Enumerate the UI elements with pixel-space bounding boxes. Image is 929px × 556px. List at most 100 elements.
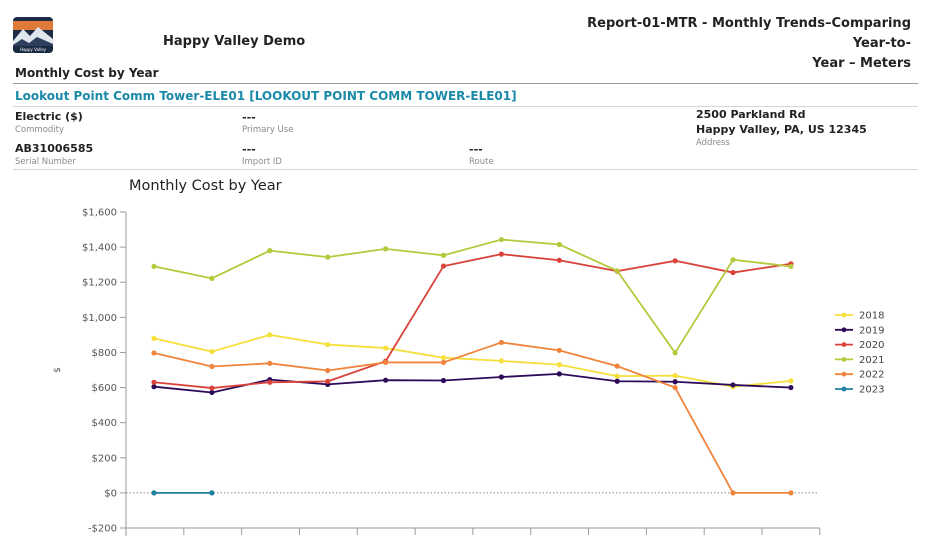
report-title: Report-01-MTR - Monthly Trends–Comparing…: [551, 14, 911, 74]
series-line-2018: [153, 333, 791, 388]
data-point-2020: [440, 263, 447, 269]
organization-name: Happy Valley Demo: [163, 34, 306, 49]
data-point-2021: [498, 236, 504, 243]
data-point-2021: [614, 268, 620, 274]
import-id-value: ---: [242, 143, 256, 156]
data-point-2021: [209, 275, 215, 281]
data-point-2021: [325, 254, 331, 260]
data-point-2023: [151, 490, 157, 496]
data-point-2018: [788, 378, 794, 384]
route-label: Route: [469, 157, 494, 167]
legend-marker-2019: [841, 327, 847, 333]
data-point-2018: [614, 373, 620, 379]
meter-divider: [13, 106, 918, 107]
data-point-2018: [498, 358, 504, 364]
data-point-2022: [498, 339, 504, 346]
y-tick-label: -$200: [88, 524, 117, 535]
data-point-2019: [730, 382, 736, 388]
legend-label-2023: 2023: [859, 385, 884, 396]
data-point-2022: [151, 350, 157, 356]
legend-label-2022: 2022: [859, 370, 884, 381]
data-point-2019: [672, 379, 678, 385]
data-point-2018: [209, 348, 215, 355]
data-point-2022: [440, 359, 447, 366]
data-point-2021: [267, 248, 273, 254]
y-tick-label: $200: [92, 453, 117, 464]
details-divider: [13, 169, 918, 170]
data-point-2019: [383, 377, 389, 383]
legend-marker-2022: [841, 371, 847, 377]
legend-label-2021: 2021: [859, 355, 884, 366]
data-point-2020: [498, 251, 504, 257]
chart-title: Monthly Cost by Year: [129, 178, 282, 194]
legend-marker-2020: [841, 342, 847, 347]
data-point-2021: [788, 263, 794, 270]
data-point-2018: [267, 332, 273, 338]
data-point-2020: [672, 258, 678, 264]
series-line-2020: [153, 253, 792, 389]
series-line-2021: [153, 238, 792, 354]
data-point-2019: [614, 378, 620, 384]
data-point-2019: [788, 384, 794, 391]
data-point-2023: [209, 490, 215, 496]
y-axis-label: $: [53, 367, 63, 373]
data-point-2020: [325, 378, 331, 385]
data-point-2020: [556, 257, 562, 263]
data-point-2021: [730, 257, 736, 263]
legend-label-2019: 2019: [859, 325, 884, 336]
data-point-2020: [151, 379, 157, 385]
serial-number-value: AB31006585: [15, 142, 94, 155]
legend-marker-2023: [841, 386, 847, 392]
y-tick-label: $1,200: [82, 278, 117, 289]
data-point-2018: [672, 373, 678, 379]
happy-valley-logo: Happy Valley: [13, 17, 53, 53]
import-id-label: Import ID: [242, 157, 282, 167]
report-title-line2: Year – Meters: [812, 56, 911, 71]
data-point-2022: [556, 347, 562, 353]
commodity-value: Electric ($): [15, 110, 83, 123]
data-point-2021: [440, 252, 447, 258]
data-point-2022: [383, 359, 389, 366]
data-point-2018: [383, 345, 389, 351]
y-tick-label: $0: [104, 488, 117, 499]
address-line1: 2500 Parkland Rd: [696, 108, 806, 121]
address-label: Address: [696, 138, 730, 148]
data-point-2020: [730, 269, 736, 276]
meter-name-link[interactable]: Lookout Point Comm Tower-ELE01 [LOOKOUT …: [15, 89, 517, 103]
data-point-2018: [151, 335, 157, 341]
primary-use-label: Primary Use: [242, 125, 294, 135]
y-tick-label: $600: [92, 383, 117, 394]
address-line2: Happy Valley, PA, US 12345: [696, 123, 867, 136]
serial-number-label: Serial Number: [15, 157, 76, 167]
y-tick-label: $1,000: [82, 313, 117, 324]
data-point-2021: [672, 350, 678, 356]
series-line-2019: [153, 372, 791, 394]
data-point-2019: [440, 377, 447, 384]
data-point-2019: [151, 384, 157, 390]
data-point-2022: [672, 384, 678, 391]
legend-marker-2021: [841, 357, 847, 362]
y-tick-label: $1,600: [82, 208, 117, 219]
legend-label-2018: 2018: [859, 311, 884, 322]
data-point-2018: [440, 355, 447, 361]
y-tick-label: $1,400: [82, 243, 117, 254]
data-point-2018: [556, 362, 562, 368]
svg-text:Happy Valley: Happy Valley: [20, 47, 47, 52]
section-title: Monthly Cost by Year: [15, 66, 159, 80]
route-value: ---: [469, 143, 483, 156]
data-point-2022: [614, 363, 620, 369]
data-point-2019: [209, 389, 215, 396]
data-point-2019: [498, 374, 504, 380]
data-point-2021: [383, 246, 389, 252]
data-point-2022: [325, 367, 331, 374]
data-point-2022: [730, 490, 736, 496]
data-point-2020: [209, 385, 215, 391]
y-tick-label: $400: [92, 418, 117, 429]
data-point-2021: [556, 241, 562, 248]
data-point-2022: [267, 360, 273, 366]
report-title-line1: Report-01-MTR - Monthly Trends–Comparing…: [587, 16, 911, 51]
data-point-2022: [788, 490, 794, 496]
commodity-label: Commodity: [15, 125, 65, 135]
section-divider: [13, 83, 918, 84]
